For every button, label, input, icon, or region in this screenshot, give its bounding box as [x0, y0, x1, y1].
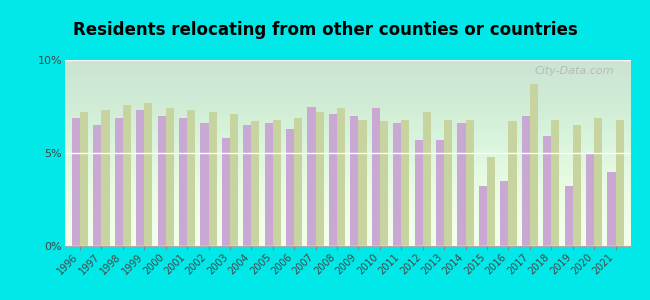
Bar — [607, 172, 616, 246]
Bar — [265, 123, 273, 246]
Bar — [586, 153, 594, 246]
Bar — [616, 119, 623, 246]
Bar — [564, 187, 573, 246]
Bar — [200, 123, 209, 246]
Bar — [101, 110, 110, 246]
Bar — [393, 123, 401, 246]
Bar — [136, 110, 144, 246]
Bar — [243, 125, 252, 246]
Bar — [187, 110, 195, 246]
Bar — [316, 112, 324, 246]
Bar — [329, 114, 337, 246]
Bar — [573, 125, 581, 246]
Bar — [422, 112, 431, 246]
Bar — [401, 119, 410, 246]
Bar — [465, 119, 474, 246]
Bar — [123, 105, 131, 246]
Bar — [530, 84, 538, 246]
Bar — [444, 119, 452, 246]
Bar — [179, 118, 187, 246]
Bar — [209, 112, 216, 246]
Bar — [307, 106, 316, 246]
Bar — [415, 140, 422, 246]
Bar — [80, 112, 88, 246]
Bar — [273, 119, 281, 246]
Bar — [487, 157, 495, 246]
Bar — [114, 118, 123, 246]
Text: City-Data.com: City-Data.com — [534, 66, 614, 76]
Bar — [144, 103, 152, 246]
Bar — [358, 119, 367, 246]
Bar — [286, 129, 294, 246]
Bar — [594, 118, 602, 246]
Bar — [230, 114, 238, 246]
Bar — [294, 118, 302, 246]
Bar — [500, 181, 508, 246]
Bar — [458, 123, 465, 246]
Bar — [522, 116, 530, 246]
Bar — [252, 122, 259, 246]
Text: Residents relocating from other counties or countries: Residents relocating from other counties… — [73, 21, 577, 39]
Bar — [508, 122, 517, 246]
Bar — [166, 108, 174, 246]
Bar — [543, 136, 551, 246]
Bar — [157, 116, 166, 246]
Bar — [337, 108, 345, 246]
Bar — [436, 140, 444, 246]
Bar — [479, 187, 487, 246]
Bar — [94, 125, 101, 246]
Bar — [551, 119, 560, 246]
Bar — [350, 116, 358, 246]
Bar — [222, 138, 230, 246]
Bar — [372, 108, 380, 246]
Bar — [380, 122, 388, 246]
Bar — [72, 118, 80, 246]
